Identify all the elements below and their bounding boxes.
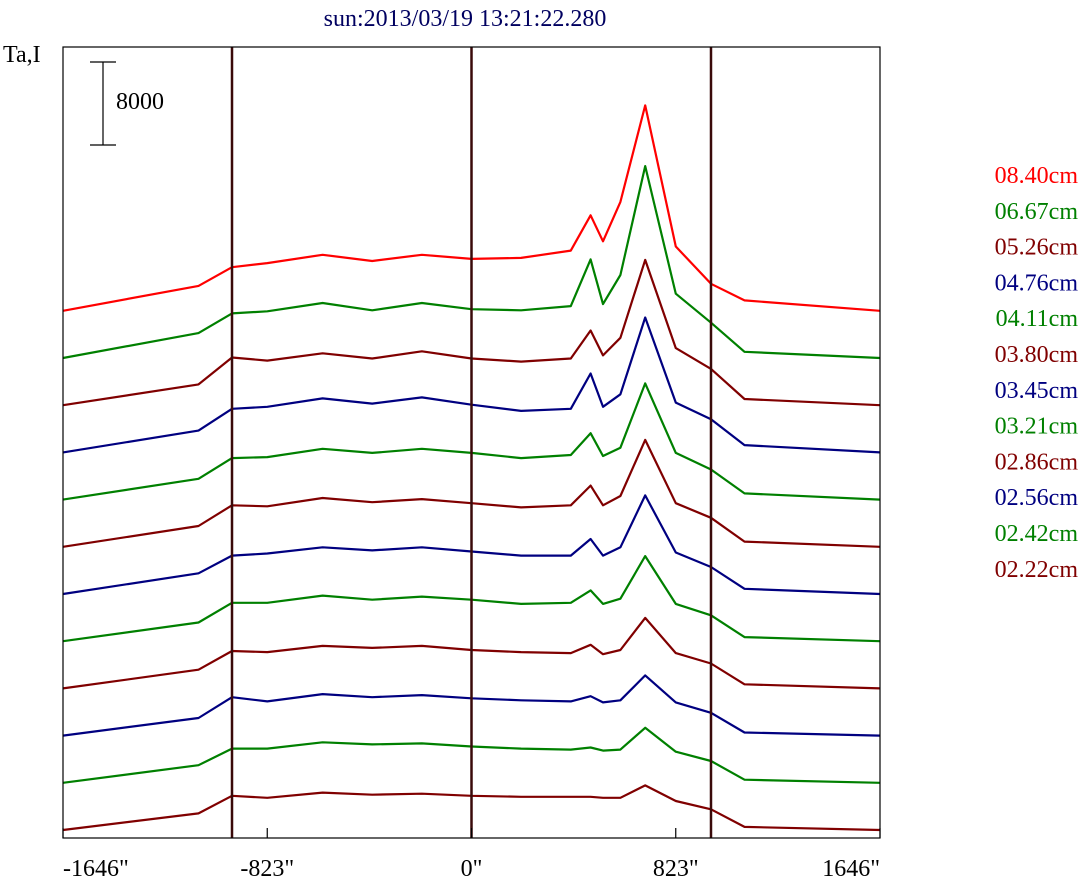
x-tick-label: 0": [461, 856, 483, 882]
legend-entry: 06.67cm: [995, 199, 1079, 225]
series-line-02.42cm: [62, 726, 881, 784]
legend-entry: 03.45cm: [995, 378, 1079, 404]
scale-bar-label: 8000: [116, 89, 164, 115]
series-line-04.11cm: [62, 382, 881, 501]
legend-entry: 03.80cm: [995, 342, 1079, 368]
vertical-lines: [230, 47, 713, 838]
series-line-04.76cm: [62, 316, 881, 454]
y-axis-label: Ta,I: [3, 42, 41, 68]
legend-entry: 02.86cm: [995, 449, 1079, 475]
series-group: [62, 104, 881, 832]
x-tick-label: 823": [653, 856, 699, 882]
legend: 08.40cm 06.67cm 05.26cm 04.76cm 04.11cm 03.80…: [995, 163, 1079, 583]
x-axis: -1646" -823" 0" 823" 1646": [62, 828, 881, 882]
legend-entry: 05.26cm: [995, 235, 1079, 261]
series-line-03.21cm: [62, 554, 881, 643]
series-line-08.40cm: [62, 104, 881, 312]
series-line-02.86cm: [62, 616, 881, 690]
legend-entry: 02.42cm: [995, 521, 1079, 547]
legend-entry: 04.11cm: [996, 306, 1079, 332]
x-tick-label: 1646": [822, 856, 880, 882]
series-line-03.45cm: [62, 494, 881, 596]
series-line-02.56cm: [62, 674, 881, 737]
x-tick-label: -1646": [63, 856, 129, 882]
scale-bar: 8000: [90, 61, 164, 146]
legend-entry: 02.22cm: [995, 557, 1079, 583]
x-tick-label: -823": [240, 856, 294, 882]
series-line-06.67cm: [62, 165, 881, 360]
series-line-05.26cm: [62, 258, 881, 407]
series-line-03.80cm: [62, 438, 881, 548]
legend-entry: 04.76cm: [995, 270, 1079, 296]
legend-entry: 02.56cm: [995, 485, 1079, 511]
legend-entry: 03.21cm: [995, 414, 1079, 440]
chart-title: sun:2013/03/19 13:21:22.280: [324, 6, 607, 32]
series-line-02.22cm: [62, 784, 881, 832]
legend-entry: 08.40cm: [995, 163, 1079, 189]
